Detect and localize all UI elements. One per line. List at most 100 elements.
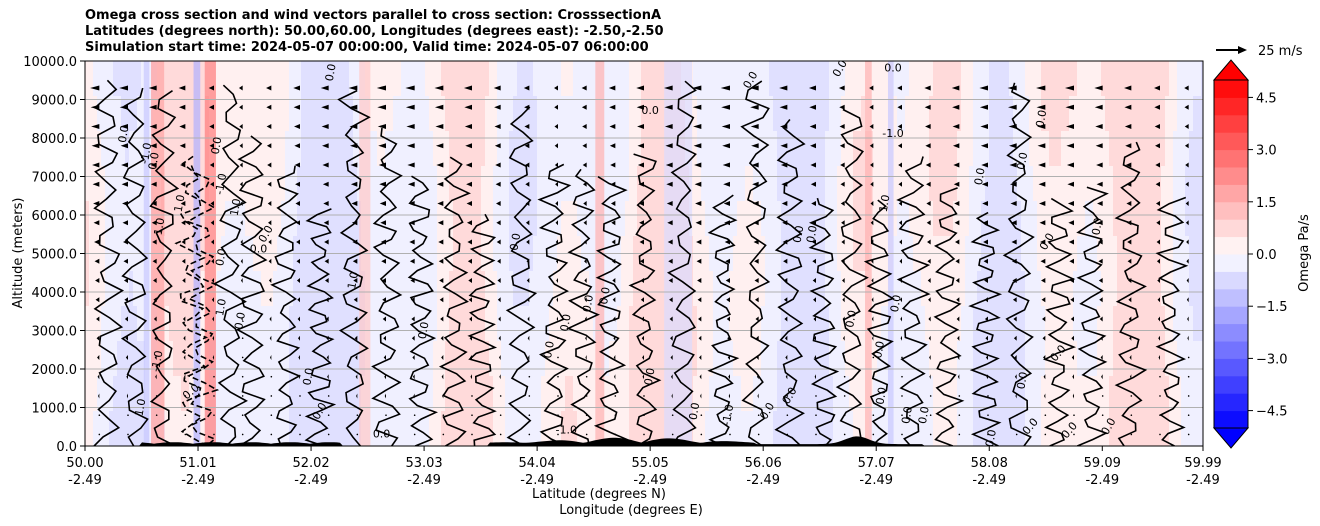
omega-cell xyxy=(781,201,786,237)
omega-cell xyxy=(813,131,818,167)
omega-cell xyxy=(1137,306,1142,342)
omega-cell xyxy=(1101,306,1106,342)
x-tick-label-lat: 55.05 xyxy=(632,456,669,471)
omega-cell xyxy=(321,271,326,307)
omega-cell xyxy=(897,411,902,446)
omega-cell xyxy=(409,411,414,446)
omega-cell xyxy=(1077,201,1082,237)
omega-cell xyxy=(249,201,254,237)
wind-vector xyxy=(470,354,472,360)
omega-cell xyxy=(801,166,806,202)
omega-cell xyxy=(85,166,90,202)
omega-cell xyxy=(997,341,1002,377)
omega-cell xyxy=(389,61,394,97)
wind-vector xyxy=(464,123,472,129)
omega-cell xyxy=(89,271,94,307)
omega-cell xyxy=(845,341,850,377)
omega-cell xyxy=(557,411,562,446)
wind-vector xyxy=(1128,316,1132,322)
omega-cell xyxy=(1033,61,1038,97)
wind-vector xyxy=(528,414,531,417)
omega-cell xyxy=(1081,166,1086,202)
omega-cell xyxy=(925,96,930,132)
omega-cell xyxy=(1149,271,1154,307)
wind-vector xyxy=(1187,433,1190,436)
omega-cell xyxy=(721,96,726,132)
wind-vector xyxy=(781,200,788,206)
wind-vector xyxy=(610,200,616,206)
wind-vector xyxy=(957,335,960,341)
colorbar-tick-label: 0.0 xyxy=(1256,248,1277,263)
omega-cell xyxy=(617,201,622,237)
wind-vector xyxy=(1094,104,1103,110)
contour-line xyxy=(174,155,209,446)
omega-cell xyxy=(221,306,226,342)
omega-cell xyxy=(325,61,330,97)
omega-cell xyxy=(241,306,246,342)
omega-cell xyxy=(397,271,402,307)
omega-cell xyxy=(417,96,422,132)
omega-cell xyxy=(933,166,938,202)
omega-cell xyxy=(781,341,786,377)
omega-cell xyxy=(1169,411,1174,446)
omega-cell xyxy=(425,376,430,412)
wind-vector xyxy=(209,143,214,149)
omega-cell xyxy=(293,341,298,377)
omega-cell xyxy=(577,341,582,377)
wind-vector xyxy=(1185,162,1189,168)
wind-vector xyxy=(780,123,788,129)
omega-cell xyxy=(1037,341,1042,377)
omega-cell xyxy=(121,271,126,307)
omega-cell xyxy=(829,341,834,377)
omega-cell xyxy=(977,341,982,377)
omega-cell xyxy=(1141,166,1146,202)
wind-vector xyxy=(1065,123,1074,129)
wind-vector xyxy=(1155,181,1160,187)
omega-cell xyxy=(461,96,466,132)
omega-cell xyxy=(97,96,102,132)
wind-vector xyxy=(843,375,846,378)
omega-cell xyxy=(713,306,718,342)
omega-cell xyxy=(693,341,698,377)
wind-vector xyxy=(901,395,903,397)
contour-line xyxy=(593,176,629,446)
wind-vector xyxy=(729,433,731,436)
wind-vector xyxy=(779,104,788,110)
omega-cell xyxy=(293,131,298,167)
omega-cell xyxy=(701,271,706,307)
omega-cell xyxy=(201,61,206,97)
omega-cell xyxy=(125,61,130,97)
wind-vector xyxy=(299,395,301,397)
omega-cell xyxy=(497,271,502,307)
omega-cell xyxy=(529,166,534,202)
wind-vector xyxy=(1040,239,1046,245)
omega-cell xyxy=(821,376,826,412)
omega-contour-lines xyxy=(93,79,1189,446)
omega-cell xyxy=(553,341,558,377)
omega-cell xyxy=(733,411,738,446)
wind-vector xyxy=(268,220,272,226)
omega-cell xyxy=(789,411,794,446)
omega-cell xyxy=(317,166,322,202)
omega-cell xyxy=(285,166,290,202)
wind-vector xyxy=(471,433,473,436)
omega-cell xyxy=(797,166,802,202)
omega-cell xyxy=(621,411,626,446)
omega-cell xyxy=(621,166,626,202)
wind-vector xyxy=(499,374,501,380)
omega-cell xyxy=(181,96,186,132)
omega-cell xyxy=(941,341,946,377)
omega-cell xyxy=(801,61,806,97)
omega-cell xyxy=(949,201,954,237)
wind-vector xyxy=(724,220,730,226)
wind-vector xyxy=(639,239,644,245)
omega-cell xyxy=(993,341,998,377)
wind-vector xyxy=(956,316,960,322)
omega-cell xyxy=(637,61,642,97)
omega-cell xyxy=(165,166,170,202)
omega-cell xyxy=(129,271,134,307)
omega-cell xyxy=(705,341,710,377)
omega-cell xyxy=(1149,96,1154,132)
wind-vector xyxy=(899,277,902,283)
omega-cell xyxy=(897,131,902,167)
